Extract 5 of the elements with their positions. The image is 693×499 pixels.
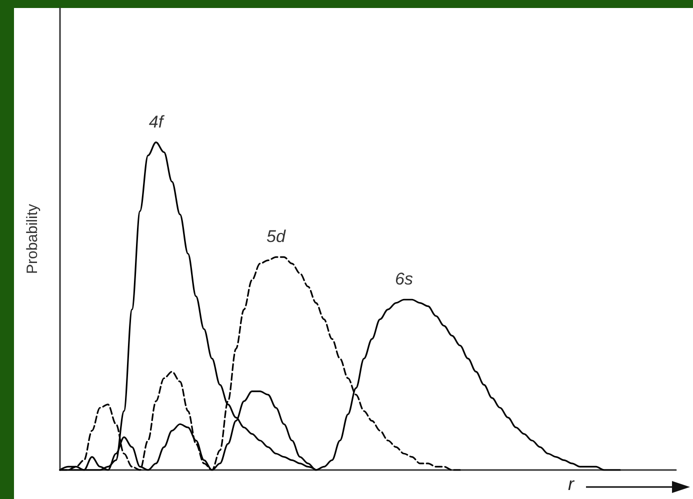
series-label: 5d [266,226,286,246]
series-label: 6s [395,270,414,289]
y-axis-title: Probability [24,203,41,274]
x-axis-title: r [568,474,574,495]
series-label: 4f [148,112,166,132]
